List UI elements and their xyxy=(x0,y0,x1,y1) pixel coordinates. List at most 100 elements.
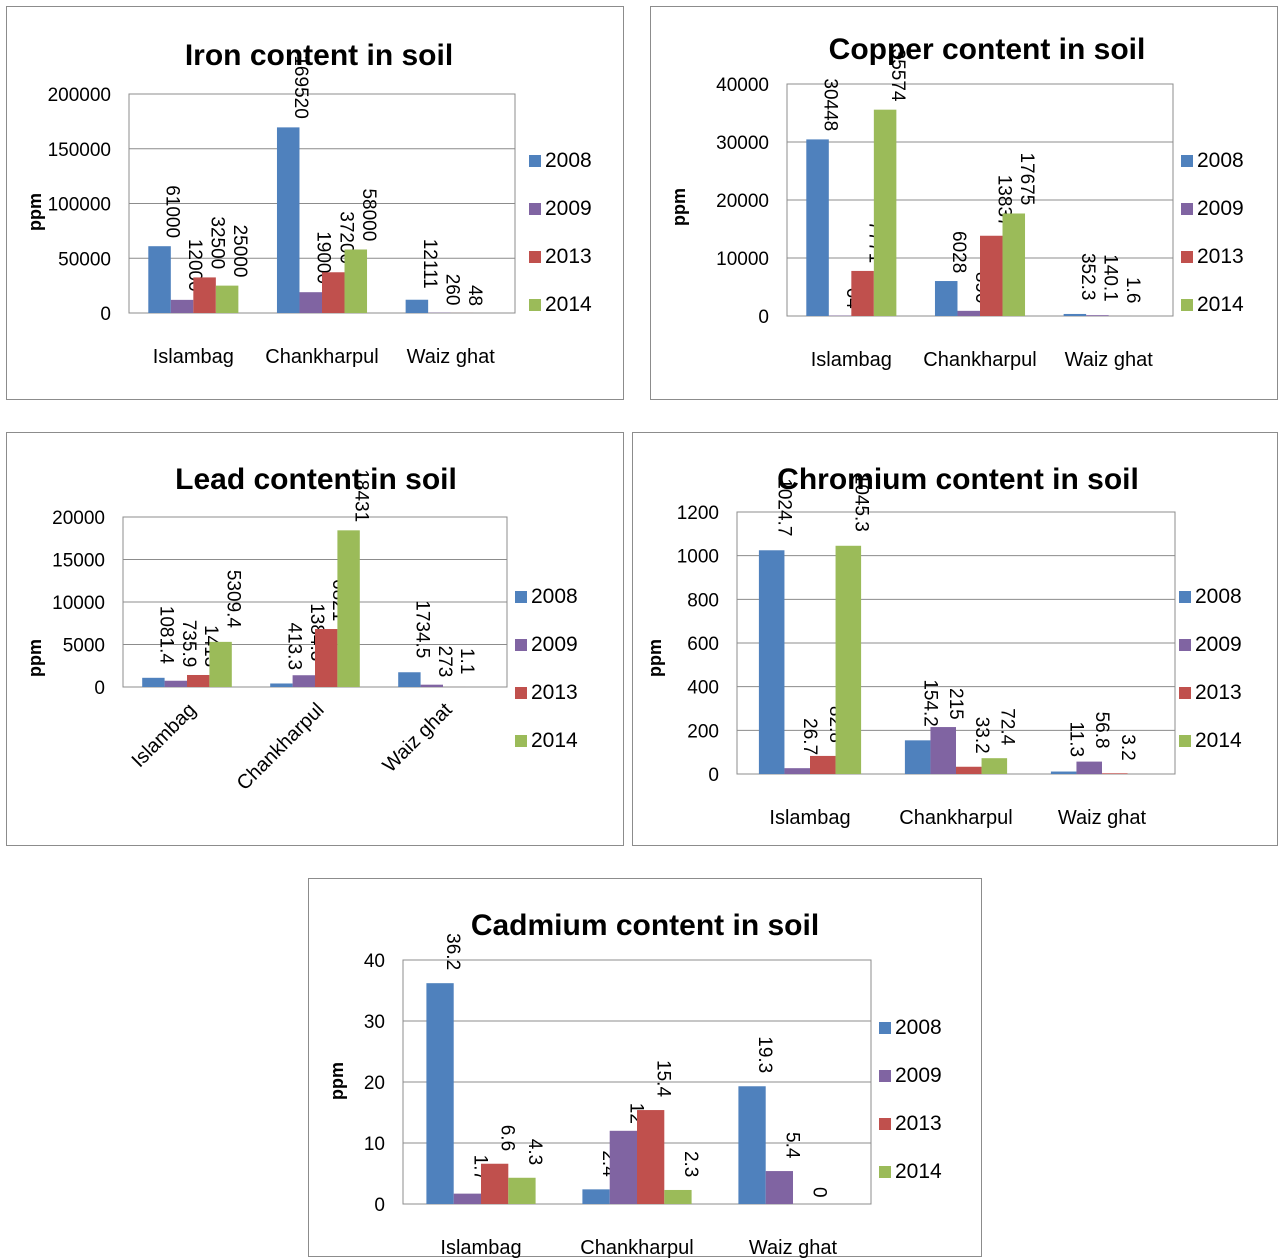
y-tick-label: 0 xyxy=(374,1195,385,1216)
legend-swatch-2014 xyxy=(1179,735,1191,747)
lead-chart: Lead content in soil ppm 050001000015000… xyxy=(7,433,625,847)
data-label: 48 xyxy=(464,285,485,306)
legend-label: 2008 xyxy=(531,585,578,608)
data-label: 36.2 xyxy=(442,933,463,970)
y-tick-label: 400 xyxy=(687,678,719,699)
legend-label: 2013 xyxy=(531,681,578,704)
bar-2009 xyxy=(766,1171,793,1204)
x-category-label: Islambag xyxy=(440,1237,521,1258)
data-label: 32500 xyxy=(207,216,228,269)
data-label: 0 xyxy=(809,1187,830,1198)
bar-2014 xyxy=(508,1178,535,1204)
y-tick-label: 10000 xyxy=(716,249,769,270)
y-axis-label: ppm xyxy=(645,639,665,677)
data-label: 25000 xyxy=(229,225,250,278)
bar-2008 xyxy=(277,127,300,313)
legend-swatch-2013 xyxy=(879,1118,891,1130)
y-tick-label: 0 xyxy=(94,678,105,699)
bar-2013 xyxy=(1102,773,1128,774)
x-category-label: Waiz ghat xyxy=(407,346,496,368)
y-tick-label: 200000 xyxy=(48,85,111,106)
chart-title: Cadmium content in soil xyxy=(471,909,819,942)
x-category-label: Islambag xyxy=(153,346,234,368)
data-label: 56.8 xyxy=(1091,712,1112,749)
y-tick-label: 10000 xyxy=(52,593,105,614)
y-tick-label: 20000 xyxy=(716,191,769,212)
y-tick-label: 20 xyxy=(364,1073,385,1094)
x-category-label: Islambag xyxy=(128,699,201,772)
iron-chart: Iron content in soil ppm 050000100000150… xyxy=(7,7,625,401)
legend-label: 2009 xyxy=(895,1064,942,1087)
y-tick-label: 40000 xyxy=(716,75,769,96)
legend-label: 2014 xyxy=(895,1160,942,1183)
legend-swatch-2014 xyxy=(879,1166,891,1178)
bar-2014 xyxy=(209,642,231,687)
data-label: 215 xyxy=(945,688,966,720)
bar-2014 xyxy=(337,530,359,687)
data-label: 26.7 xyxy=(799,718,820,755)
legend-label: 2008 xyxy=(545,149,592,172)
legend-swatch-2009 xyxy=(529,203,541,215)
x-category-label: Chankharpul xyxy=(580,1237,693,1258)
legend-swatch-2008 xyxy=(1181,155,1193,167)
legend-swatch-2014 xyxy=(515,735,527,747)
data-label: 33.2 xyxy=(971,717,992,754)
data-label: 11.3 xyxy=(1066,722,1087,758)
data-label: 140.1 xyxy=(1099,254,1120,302)
bar-2014 xyxy=(664,1190,691,1204)
bar-2014 xyxy=(874,110,897,316)
data-label: 735.9 xyxy=(178,620,199,668)
data-label: 1045.3 xyxy=(850,474,871,532)
legend-label: 2013 xyxy=(895,1112,942,1135)
y-tick-label: 0 xyxy=(100,304,111,325)
chart-title: Chromium content in soil xyxy=(777,463,1139,496)
data-label: 1734.5 xyxy=(411,600,432,658)
x-category-label: Waiz ghat xyxy=(379,699,457,777)
bar-2009 xyxy=(610,1131,637,1204)
bar-2008 xyxy=(738,1086,765,1204)
y-tick-label: 1200 xyxy=(677,503,719,524)
y-tick-label: 30000 xyxy=(716,133,769,154)
legend-swatch-2014 xyxy=(1181,299,1193,311)
data-label: 1.1 xyxy=(456,648,477,674)
bar-2008 xyxy=(1051,772,1077,774)
bar-2008 xyxy=(935,281,958,316)
data-label: 1.6 xyxy=(1122,277,1143,303)
bar-2009 xyxy=(171,300,194,313)
bar-2013 xyxy=(851,271,874,316)
legend-label: 2013 xyxy=(1195,681,1242,704)
legend-swatch-2009 xyxy=(515,639,527,651)
bar-2008 xyxy=(582,1189,609,1204)
y-axis-label: ppm xyxy=(327,1062,347,1100)
legend-swatch-2009 xyxy=(1181,203,1193,215)
chart-title: Lead content in soil xyxy=(175,463,457,496)
bar-2013 xyxy=(193,277,216,313)
bar-2013 xyxy=(315,629,337,687)
y-tick-label: 1000 xyxy=(677,547,719,568)
x-category-label: Chankharpul xyxy=(265,346,378,368)
x-category-label: Waiz ghat xyxy=(1065,349,1154,371)
legend-label: 2014 xyxy=(1197,293,1244,316)
bar-2008 xyxy=(759,550,785,774)
y-tick-label: 50000 xyxy=(58,249,111,270)
legend-swatch-2009 xyxy=(1179,639,1191,651)
legend-label: 2014 xyxy=(1195,729,1242,752)
bar-2009 xyxy=(299,292,322,313)
y-tick-label: 30 xyxy=(364,1012,385,1033)
data-label: 15.4 xyxy=(653,1060,674,1097)
legend-label: 2009 xyxy=(1195,633,1242,656)
data-label: 2.3 xyxy=(680,1151,701,1177)
bar-2008 xyxy=(398,672,420,687)
legend-swatch-2013 xyxy=(1181,251,1193,263)
y-tick-label: 10 xyxy=(364,1134,385,1155)
data-label: 72.4 xyxy=(996,708,1017,745)
legend-swatch-2013 xyxy=(529,251,541,263)
y-tick-label: 800 xyxy=(687,590,719,611)
y-axis-label: ppm xyxy=(669,188,689,226)
bar-2009 xyxy=(421,685,443,687)
y-axis-label: ppm xyxy=(25,639,45,677)
legend-label: 2009 xyxy=(1197,197,1244,220)
